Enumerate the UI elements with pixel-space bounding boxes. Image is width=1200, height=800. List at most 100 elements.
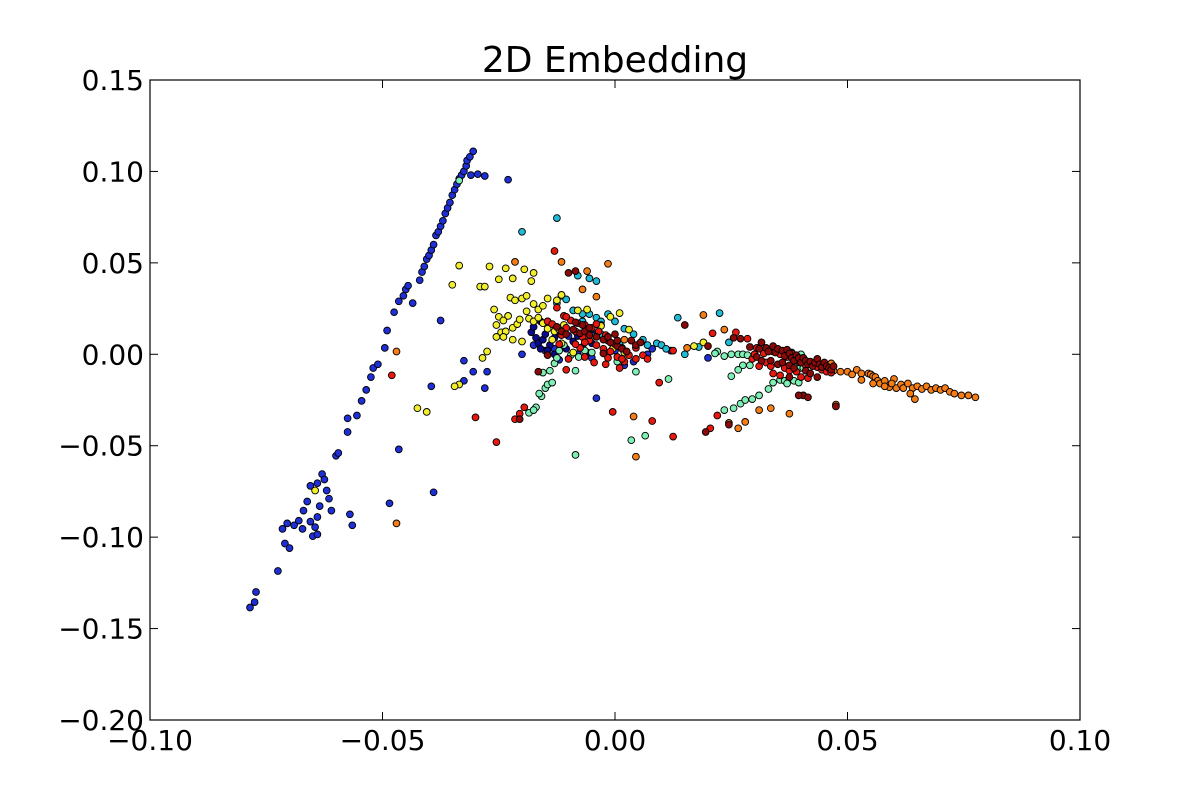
scatter-point	[539, 301, 547, 310]
scatter-point	[899, 384, 908, 392]
scatter-point	[806, 369, 815, 378]
scatter-point	[562, 365, 571, 374]
scatter-point	[390, 308, 398, 317]
scatter-point	[455, 261, 464, 270]
scatter-point	[578, 285, 587, 294]
scatter-point	[743, 334, 752, 343]
scatter-point	[298, 525, 307, 533]
scatter-point	[534, 367, 543, 376]
scatter-point	[585, 331, 594, 339]
scatter-point	[641, 431, 650, 440]
scatter-point	[353, 411, 361, 420]
scatter-point	[483, 347, 491, 356]
scatter-point	[587, 348, 596, 357]
scatter-point	[334, 449, 343, 457]
scatter-point	[585, 274, 594, 283]
chart-title: 2D Embedding	[482, 40, 748, 81]
scatter-point	[573, 306, 582, 315]
scatter-point	[669, 432, 677, 441]
scatter-point	[632, 367, 640, 376]
scatter-point	[557, 291, 566, 299]
scatter-point	[690, 342, 698, 350]
scatter-point	[250, 598, 259, 606]
scatter-point	[325, 494, 333, 503]
scatter-point	[285, 544, 294, 552]
scatter-point	[518, 350, 526, 359]
scatter-point	[583, 267, 591, 275]
scatter-point	[550, 247, 559, 255]
scatter-point	[741, 418, 750, 426]
scatter-point	[504, 312, 512, 320]
scatter-point	[362, 386, 371, 394]
scatter-point	[535, 389, 544, 398]
scatter-point	[755, 344, 763, 353]
scatter-point	[592, 320, 601, 328]
plot-frame	[149, 79, 1081, 721]
scatter-point	[606, 347, 615, 356]
scatter-point	[655, 378, 664, 387]
scatter-point	[625, 325, 633, 334]
scatter-point	[480, 282, 489, 291]
scatter-point	[950, 389, 959, 398]
scatter-point	[580, 353, 589, 361]
scatter-point	[415, 276, 424, 285]
scatter-point	[315, 502, 324, 510]
scatter-point	[357, 397, 366, 405]
scatter-point	[562, 312, 571, 321]
scatter-point	[778, 358, 787, 367]
scatter-point	[553, 303, 561, 312]
x-tick-label: 0.00	[584, 724, 646, 757]
scatter-point	[399, 291, 408, 300]
y-tick-label: 0.15	[82, 64, 144, 97]
scatter-point	[455, 176, 464, 185]
scatter-point	[592, 292, 601, 301]
scatter-point	[857, 376, 866, 384]
scatter-point	[313, 530, 322, 539]
scatter-point	[748, 395, 757, 403]
scatter-point	[632, 355, 640, 363]
scatter-point	[311, 486, 319, 495]
y-tick-label: −0.15	[58, 613, 144, 646]
scatter-point	[627, 336, 636, 345]
scatter-point	[553, 323, 561, 331]
scatter-point	[569, 348, 578, 357]
scatter-point	[522, 291, 531, 300]
scatter-point	[729, 404, 738, 413]
scatter-point	[755, 406, 763, 414]
x-tick-label: −0.05	[340, 724, 426, 757]
series-group-4	[311, 261, 708, 495]
scatter-point	[571, 318, 580, 327]
scatter-point	[757, 338, 766, 347]
scatter-point	[413, 404, 422, 413]
scatter-point	[499, 333, 508, 341]
scatter-point	[548, 335, 557, 344]
scatter-point	[720, 406, 729, 414]
scatter-point	[536, 344, 545, 353]
scatter-point	[501, 264, 510, 273]
scatter-point	[620, 335, 629, 344]
scatter-point	[599, 349, 608, 358]
scatter-point	[606, 312, 615, 321]
scatter-point	[427, 382, 436, 391]
scatter-point	[615, 309, 624, 317]
scatter-point	[643, 355, 652, 363]
scatter-point	[769, 378, 777, 387]
scatter-point	[708, 329, 717, 338]
scatter-point	[636, 338, 645, 347]
scatter-point	[553, 354, 561, 362]
scatter-point	[555, 340, 564, 349]
scatter-point	[632, 452, 640, 461]
scatter-point	[648, 417, 657, 425]
scatter-point	[311, 523, 319, 531]
scatter-point	[964, 391, 973, 400]
scatter-point	[757, 356, 766, 365]
scatter-point	[569, 325, 578, 334]
scatter-point	[571, 451, 580, 459]
scatter-point	[627, 436, 636, 445]
scatter-point	[322, 486, 331, 495]
scatter-point	[829, 362, 838, 371]
scatter-point	[669, 346, 677, 355]
scatter-point	[813, 373, 822, 381]
scatter-point	[348, 521, 357, 530]
scatter-point	[720, 352, 729, 360]
